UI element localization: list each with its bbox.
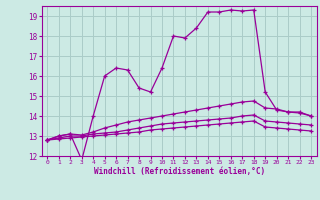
X-axis label: Windchill (Refroidissement éolien,°C): Windchill (Refroidissement éolien,°C) bbox=[94, 167, 265, 176]
